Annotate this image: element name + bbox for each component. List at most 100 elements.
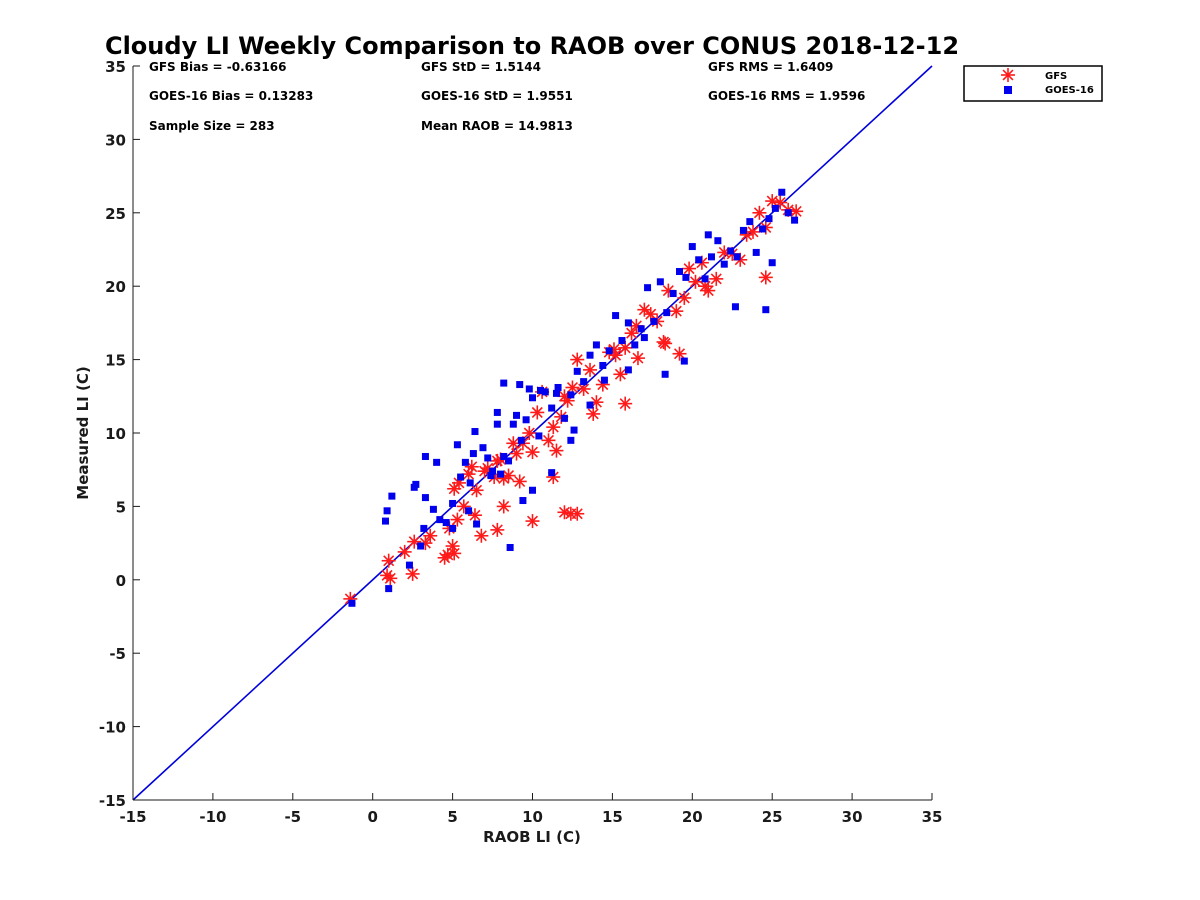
gfs-point: [381, 553, 396, 568]
goes16-point: [536, 386, 544, 394]
legend-gfs-label: GFS: [1045, 71, 1067, 82]
gfs-point: [397, 544, 412, 559]
stat-mean-raob: Mean RAOB = 14.9813: [421, 119, 573, 133]
goes16-point: [493, 408, 501, 416]
gfs-point: [698, 279, 713, 294]
goes16-point: [509, 420, 517, 428]
gfs-point: [522, 426, 537, 440]
goes16-point: [348, 599, 356, 607]
legend-goes16-square: [1004, 86, 1012, 94]
goes16-point: [727, 247, 735, 255]
goes16-point: [759, 225, 767, 233]
y-tick-label: 30: [105, 131, 126, 149]
goes16-point: [493, 420, 501, 428]
y-tick-label: -15: [99, 792, 126, 810]
gfs-point: [669, 304, 684, 319]
goes16-point: [682, 273, 690, 281]
goes16-point: [554, 383, 562, 391]
gfs-point: [447, 481, 462, 496]
gfs-point: [709, 271, 724, 286]
goes16-point: [746, 218, 754, 226]
legend-gfs-marker: [1001, 68, 1015, 82]
stat-gfs-bias: GFS Bias = -0.63166: [149, 60, 286, 74]
gfs-point: [677, 290, 692, 305]
gfs-point: [586, 406, 601, 421]
y-tick-label: 10: [105, 425, 126, 443]
goes16-point: [519, 497, 527, 505]
goes16-point: [421, 452, 429, 460]
goes16-point: [487, 472, 495, 480]
gfs-point: [490, 522, 505, 537]
gfs-point: [541, 433, 556, 448]
x-tick-label: -10: [199, 808, 226, 826]
goes16-point: [429, 505, 437, 513]
gfs-point: [618, 396, 633, 411]
goes16-point: [548, 404, 556, 412]
goes16-point: [417, 542, 425, 550]
goes16-point: [650, 317, 658, 325]
goes16-point: [506, 544, 514, 552]
y-tick-label: 25: [105, 205, 126, 223]
y-tick-label: -10: [99, 719, 126, 737]
goes16-point: [599, 361, 607, 369]
goes16-point: [701, 275, 709, 283]
gfs-point: [583, 362, 598, 377]
goes16-point: [500, 379, 508, 387]
goes16-point: [497, 470, 505, 478]
legend-box: [963, 65, 1103, 102]
goes16-point: [552, 389, 560, 397]
goes16-point: [688, 243, 696, 251]
goes16-point: [752, 248, 760, 256]
goes16-point: [624, 319, 632, 327]
gfs-point: [525, 445, 540, 460]
goes16-point: [600, 376, 608, 384]
y-axis-ticks: -15 -10 -5 0 5 10 15 20 25 30 35: [99, 58, 140, 810]
goes16-point: [567, 436, 575, 444]
gfs-point: [570, 352, 585, 367]
goes16-point: [612, 312, 620, 320]
goes16-point: [433, 458, 441, 466]
goes16-point: [714, 237, 722, 245]
goes16-point: [580, 378, 588, 386]
goes16-point: [473, 520, 481, 528]
goes16-point: [500, 452, 508, 460]
gfs-point: [525, 514, 540, 529]
goes16-point: [640, 334, 648, 342]
legend-goes16-label: GOES-16: [1045, 85, 1094, 96]
goes16-series: [348, 188, 799, 607]
gfs-point: [752, 205, 767, 220]
gfs-point: [549, 443, 564, 458]
legend: GFS GOES-16: [963, 65, 1103, 102]
stat-goes-bias: GOES-16 Bias = 0.13283: [149, 89, 313, 103]
gfs-point: [672, 346, 687, 361]
goes16-point: [567, 391, 575, 399]
x-tick-label: -15: [119, 808, 146, 826]
goes16-point: [784, 209, 792, 217]
gfs-point: [496, 499, 511, 514]
gfs-point: [383, 571, 398, 586]
goes16-point: [420, 524, 428, 532]
goes16-point: [573, 367, 581, 375]
goes16-point: [461, 458, 469, 466]
gfs-point: [613, 367, 628, 382]
goes16-point: [771, 204, 779, 212]
goes16-point: [529, 486, 536, 494]
gfs-point: [682, 261, 697, 276]
gfs-point: [474, 528, 489, 543]
goes16-point: [762, 306, 770, 314]
gfs-point: [450, 512, 465, 527]
x-tick-label: 5: [447, 808, 457, 826]
gfs-point: [688, 274, 703, 289]
goes16-point: [535, 432, 543, 440]
goes16-point: [631, 341, 639, 349]
goes16-point: [453, 441, 461, 449]
goes16-point: [383, 507, 391, 515]
goes16-point: [731, 303, 739, 311]
goes16-point: [436, 516, 444, 524]
goes16-point: [663, 309, 671, 317]
y-tick-label: -5: [109, 645, 126, 663]
gfs-point: [451, 475, 466, 490]
goes16-point: [624, 366, 632, 374]
stats-block: GFS Bias = -0.63166 GFS StD = 1.5144 GFS…: [149, 60, 865, 133]
